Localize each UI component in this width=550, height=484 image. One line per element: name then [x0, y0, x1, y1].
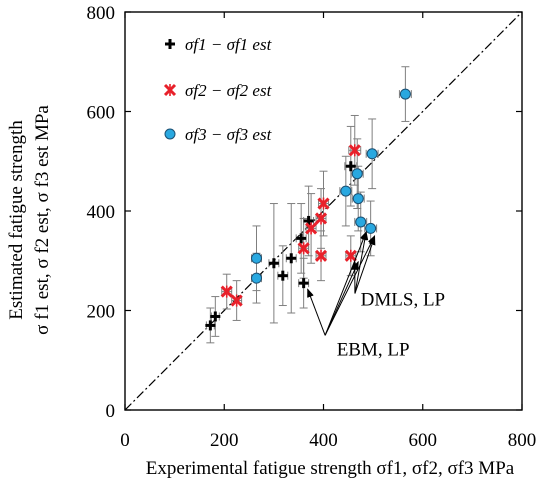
data-point-plus: [277, 270, 288, 281]
annotation-arrow: [354, 235, 376, 294]
data-point-plus: [268, 258, 279, 269]
data-point-plus: [298, 278, 309, 289]
annotation-label: EBM, LP: [337, 339, 410, 360]
data-point-plus: [286, 253, 297, 264]
data-point-circle: [352, 193, 364, 205]
data-point-circle: [251, 252, 263, 264]
data-point-x: [344, 249, 357, 262]
y-axis-label-line1: Estimated fatigue strength: [6, 120, 27, 320]
annotation-arrow: [324, 260, 359, 336]
y-tick-label: 200: [87, 302, 116, 323]
data-point-x: [220, 285, 233, 298]
x-tick-label: 200: [210, 430, 239, 451]
x-tick-label: 800: [508, 430, 537, 451]
annotation-arrow: [324, 230, 367, 336]
x-tick-label: 400: [309, 430, 338, 451]
data-point-plus: [296, 233, 307, 244]
one-to-one-line: [124, 11, 523, 411]
data-point-x: [305, 222, 318, 235]
data-point-x: [317, 197, 330, 210]
data-point-circle: [365, 222, 377, 234]
annotation-arrow: [354, 230, 369, 294]
legend-marker: [163, 83, 177, 97]
y-tick-label: 800: [87, 3, 116, 24]
data-point-circle: [351, 168, 363, 180]
data-point-plus: [210, 311, 221, 322]
legend-marker: [164, 128, 176, 140]
x-tick-label: 600: [409, 430, 438, 451]
x-axis-label: Experimental fatigue strength σf1, σf2, …: [146, 458, 515, 479]
data-point-x: [230, 294, 243, 307]
data-point-circle: [340, 185, 352, 197]
data-point-x: [297, 242, 310, 255]
y-tick-label: 0: [106, 401, 116, 422]
data-point-x: [314, 249, 328, 262]
y-tick-label: 400: [87, 202, 116, 223]
data-point-plus: [205, 320, 216, 331]
legend-marker: [165, 39, 175, 49]
annotation-arrow: [307, 288, 326, 336]
legend-entry: σf3 − σf3 est: [185, 125, 273, 144]
data-point-circle: [366, 148, 378, 160]
y-axis-label-line2: σ f1 est, σ f2 est, σ f3 est MPa: [32, 105, 53, 335]
legend-entry: σf2 − σf2 est: [185, 81, 273, 100]
x-tick-label: 0: [120, 430, 130, 451]
y-tick-label: 600: [87, 103, 116, 124]
data-point-circle: [355, 216, 367, 228]
legend-entry: σf1 − σf1 est: [185, 35, 273, 54]
data-point-circle: [399, 88, 411, 100]
annotation-arrow: [324, 235, 376, 336]
data-point-circle: [251, 272, 263, 284]
annotation-label: DMLS, LP: [361, 290, 445, 311]
data-point-x: [348, 144, 361, 157]
data-point-plus: [345, 161, 356, 172]
data-point-x: [314, 212, 328, 225]
